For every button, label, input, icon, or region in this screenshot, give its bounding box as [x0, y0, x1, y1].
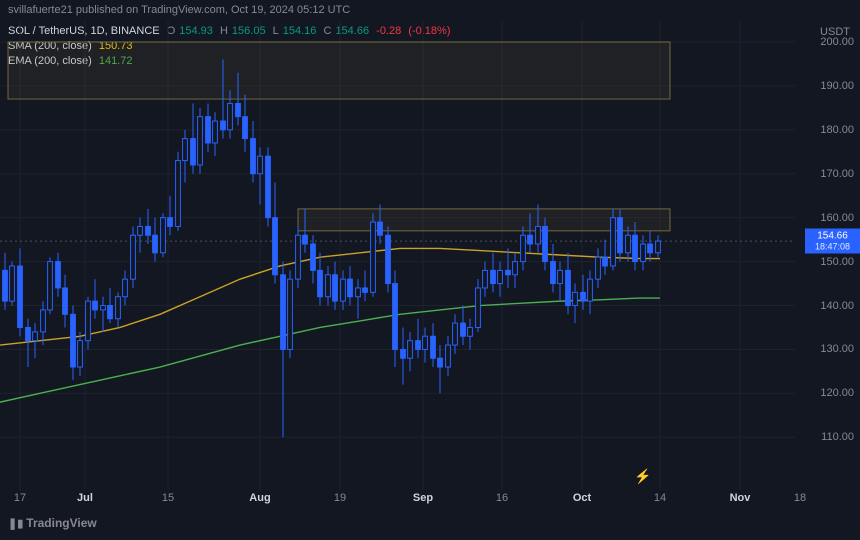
y-tick: 110.00	[821, 431, 854, 443]
x-tick: Jul	[77, 492, 93, 504]
logo-icon: ❚▮	[8, 518, 23, 530]
y-axis: 110.00 120.00 130.00 140.00 150.00 160.00 170.…	[805, 20, 860, 490]
x-tick: Oct	[573, 492, 591, 504]
x-tick: Aug	[249, 492, 270, 504]
price-label: 154.6618:47:08	[805, 229, 860, 254]
x-axis: 17Jul15Aug19Sep16Oct14Nov18	[0, 490, 795, 508]
x-tick: Nov	[730, 492, 751, 504]
x-tick: 14	[654, 492, 666, 504]
y-tick: 130.00	[820, 343, 854, 355]
bolt-icon[interactable]: ⚡	[634, 468, 651, 485]
y-tick: 160.00	[820, 212, 854, 224]
x-tick: 18	[794, 492, 806, 504]
x-tick: 17	[14, 492, 26, 504]
y-tick: 170.00	[820, 168, 854, 180]
x-tick: 15	[162, 492, 174, 504]
tradingview-logo[interactable]: ❚▮TradingView	[8, 516, 97, 530]
y-tick: 120.00	[820, 387, 854, 399]
y-tick: 180.00	[820, 124, 854, 136]
logo-text: TradingView	[26, 516, 96, 530]
y-tick: 200.00	[820, 36, 854, 48]
x-tick: 19	[334, 492, 346, 504]
x-tick: Sep	[413, 492, 433, 504]
publish-note: svillafuerte21 published on TradingView.…	[8, 4, 350, 16]
y-tick: 140.00	[820, 300, 854, 312]
y-tick: 190.00	[820, 80, 854, 92]
price-chart[interactable]	[0, 20, 795, 490]
y-tick: 150.00	[820, 256, 854, 268]
x-tick: 16	[496, 492, 508, 504]
